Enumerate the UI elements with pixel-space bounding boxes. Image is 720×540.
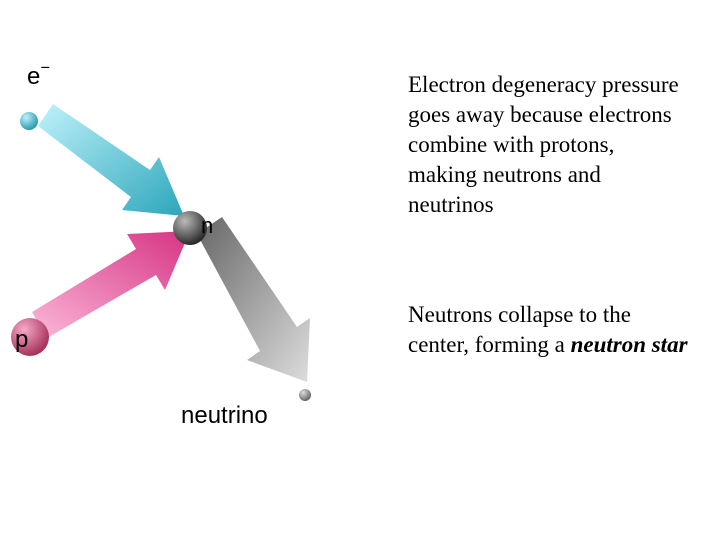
neutron-label: n: [201, 213, 213, 239]
electron-arrow: [38, 104, 184, 216]
neutron-arrow: [197, 217, 310, 382]
proton-arrow: [32, 231, 190, 338]
electron-particle: [20, 112, 38, 130]
neutrino-label: neutrino: [181, 402, 268, 430]
proton-label: p: [15, 326, 28, 354]
particle-diagram: [0, 0, 380, 540]
paragraph-1: Electron degeneracy pressure goes away b…: [408, 70, 688, 219]
neutrino-particle: [299, 389, 311, 401]
paragraph-2: Neutrons collapse to the center, forming…: [408, 300, 688, 360]
electron-label: e−: [27, 60, 50, 91]
